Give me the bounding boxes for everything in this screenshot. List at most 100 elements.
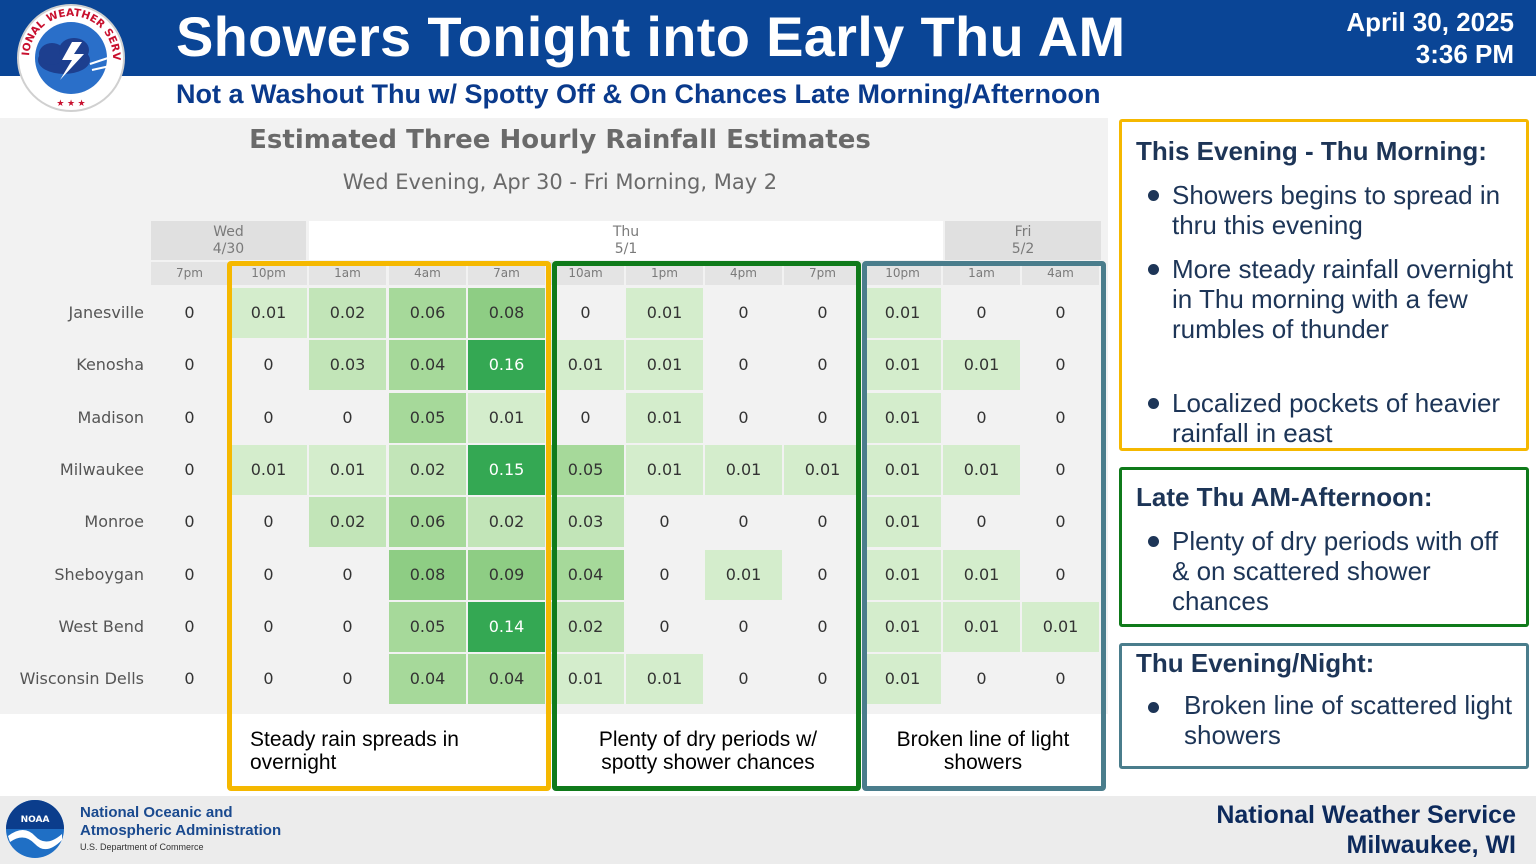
heatmap-cell: 0.01 xyxy=(864,393,941,443)
heatmap-cell: 0.01 xyxy=(864,497,941,547)
day-name: Fri xyxy=(1014,224,1032,240)
heatmap-cell: 0 xyxy=(705,340,782,390)
heatmap-cell: 0.02 xyxy=(468,497,545,547)
heatmap-cell: 0 xyxy=(151,288,228,338)
heatmap-cell: 0 xyxy=(151,602,228,652)
hour-header: 7am xyxy=(468,262,545,285)
heatmap-cell: 0 xyxy=(626,497,703,547)
heatmap-cell: 0 xyxy=(784,550,861,600)
heatmap-cell: 0 xyxy=(309,654,386,704)
bullet-icon xyxy=(1148,190,1159,201)
heatmap-cell: 0.03 xyxy=(547,497,624,547)
heatmap-cell: 0 xyxy=(151,654,228,704)
heatmap-cell: 0.15 xyxy=(468,445,545,495)
row-label: Sheboygan xyxy=(54,565,144,584)
row-label: Kenosha xyxy=(76,355,144,374)
panel-evening-morning: This Evening - Thu Morning: Showers begi… xyxy=(1119,119,1529,451)
footer-band xyxy=(0,796,1536,864)
row-label: Wisconsin Dells xyxy=(19,669,144,688)
heatmap-cell: 0.05 xyxy=(547,445,624,495)
heatmap-cell: 0.01 xyxy=(1022,602,1099,652)
heatmap-cell: 0 xyxy=(230,340,307,390)
hour-header: 4am xyxy=(1022,262,1099,285)
noaa-name-line2: Atmospheric Administration xyxy=(80,822,282,839)
hour-header: 1am xyxy=(309,262,386,285)
heatmap-cell: 0.01 xyxy=(705,550,782,600)
heatmap-cell: 0.02 xyxy=(389,445,466,495)
office-line2: Milwaukee, WI xyxy=(1346,831,1516,859)
heatmap-cell: 0.05 xyxy=(389,602,466,652)
hour-header: 10am xyxy=(547,262,624,285)
heatmap-cell: 0.01 xyxy=(784,445,861,495)
heatmap-cell: 0 xyxy=(705,654,782,704)
noaa-department: U.S. Department of Commerce xyxy=(80,842,204,852)
day-header-fri: Fri 5/2 xyxy=(945,221,1101,260)
heatmap-cell: 0.01 xyxy=(864,550,941,600)
heatmap-cell: 0.04 xyxy=(547,550,624,600)
heatmap-cell: 0 xyxy=(784,497,861,547)
heatmap-cell: 0.01 xyxy=(864,654,941,704)
heatmap-cell: 0 xyxy=(943,288,1020,338)
heatmap-cell: 0 xyxy=(230,497,307,547)
panel-heading: This Evening - Thu Morning: xyxy=(1136,136,1487,166)
heatmap-cell: 0 xyxy=(151,445,228,495)
office-line1: National Weather Service xyxy=(1216,801,1516,829)
heatmap-cell: 0.01 xyxy=(626,340,703,390)
heatmap-cell: 0.14 xyxy=(468,602,545,652)
day-date: 5/1 xyxy=(614,241,638,257)
panel-item: More steady rainfall overnight in Thu mo… xyxy=(1172,254,1514,344)
heatmap-cell: 0.06 xyxy=(389,288,466,338)
heatmap-cell: 0 xyxy=(943,393,1020,443)
hour-header: 10pm xyxy=(230,262,307,285)
heatmap-cell: 0 xyxy=(151,497,228,547)
heatmap-cell: 0 xyxy=(1022,393,1099,443)
heatmap-cell: 0 xyxy=(705,288,782,338)
day-date: 5/2 xyxy=(1011,241,1035,257)
heatmap-cell: 0.09 xyxy=(468,550,545,600)
issued-datetime: April 30, 2025 3:36 PM xyxy=(1346,6,1514,70)
group-label-daytime: Plenty of dry periods w/ spotty shower c… xyxy=(598,728,818,774)
heatmap-cell: 0 xyxy=(1022,340,1099,390)
group-box-daytime xyxy=(552,261,861,791)
panel-item: Broken line of scattered light showers xyxy=(1184,690,1513,750)
row-label: Milwaukee xyxy=(59,460,144,479)
heatmap-cell: 0.01 xyxy=(468,393,545,443)
heatmap-cell: 0.08 xyxy=(389,550,466,600)
heatmap-cell: 0.03 xyxy=(309,340,386,390)
hour-header: 1pm xyxy=(626,262,703,285)
panel-heading: Thu Evening/Night: xyxy=(1136,648,1375,678)
heatmap-cell: 0 xyxy=(309,602,386,652)
heatmap-cell: 0 xyxy=(1022,445,1099,495)
heatmap-cell: 0 xyxy=(784,340,861,390)
heatmap-cell: 0.01 xyxy=(547,340,624,390)
heatmap-cell: 0 xyxy=(705,497,782,547)
bullet-icon xyxy=(1148,398,1159,409)
bullet-icon xyxy=(1148,702,1159,713)
heatmap-cell: 0 xyxy=(1022,550,1099,600)
row-label: Monroe xyxy=(84,512,144,531)
heatmap-cell: 0.01 xyxy=(626,393,703,443)
heatmap-cell: 0.01 xyxy=(626,654,703,704)
day-header-wed: Wed 4/30 xyxy=(151,221,306,260)
heatmap-cell: 0.01 xyxy=(943,445,1020,495)
row-label: Janesville xyxy=(68,303,145,322)
panel-item: Localized pockets of heavier rainfall in… xyxy=(1172,388,1501,448)
heatmap-cell: 0 xyxy=(626,550,703,600)
heatmap-cell: 0.16 xyxy=(468,340,545,390)
issued-time: 3:36 PM xyxy=(1415,39,1514,69)
heatmap-cell: 0 xyxy=(230,654,307,704)
day-name: Thu xyxy=(612,224,640,240)
heatmap-cell: 0 xyxy=(151,550,228,600)
heatmap-cell: 0.01 xyxy=(309,445,386,495)
panel-late-morning: Late Thu AM-Afternoon: Plenty of dry per… xyxy=(1119,467,1529,627)
issued-date: April 30, 2025 xyxy=(1346,7,1514,37)
chart-subtitle: Wed Evening, Apr 30 - Fri Morning, May 2 xyxy=(342,170,778,194)
heatmap-cell: 0.01 xyxy=(943,550,1020,600)
heatmap-cell: 0 xyxy=(626,602,703,652)
chart-title: Estimated Three Hourly Rainfall Estimate… xyxy=(249,125,871,155)
heatmap-cell: 0.08 xyxy=(468,288,545,338)
heatmap-cell: 0 xyxy=(705,602,782,652)
hour-header: 4am xyxy=(389,262,466,285)
heatmap-cell: 0 xyxy=(784,654,861,704)
heatmap-cell: 0.02 xyxy=(309,497,386,547)
